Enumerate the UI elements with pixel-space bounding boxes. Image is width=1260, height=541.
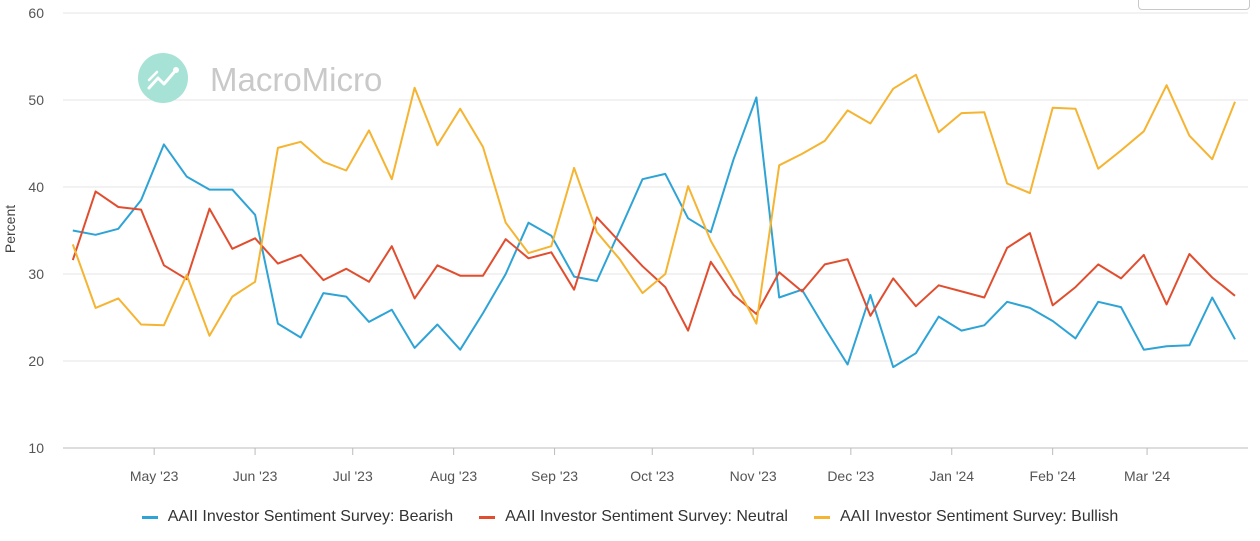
x-tick-label: Jan '24 bbox=[929, 468, 974, 484]
x-tick-label: Aug '23 bbox=[430, 468, 477, 484]
legend: AAII Investor Sentiment Survey: Bearish … bbox=[0, 508, 1260, 526]
legend-label-bullish: AAII Investor Sentiment Survey: Bullish bbox=[839, 508, 1119, 525]
watermark-text: MacroMicro bbox=[210, 61, 382, 98]
legend-item-bearish[interactable]: AAII Investor Sentiment Survey: Bearish bbox=[141, 508, 454, 526]
y-tick-label: 40 bbox=[28, 179, 44, 195]
y-axis-ticks: 10 20 30 40 50 60 bbox=[28, 5, 44, 456]
macromicro-logo-icon bbox=[138, 53, 188, 103]
y-axis-title: Percent bbox=[2, 205, 18, 253]
grid-lines bbox=[63, 12, 1248, 449]
series-line-neutral[interactable] bbox=[71, 190, 1236, 332]
x-tick-label: Jul '23 bbox=[333, 468, 373, 484]
y-tick-label: 50 bbox=[28, 92, 44, 108]
legend-item-bullish[interactable]: AAII Investor Sentiment Survey: Bullish bbox=[813, 508, 1119, 526]
watermark: MacroMicro bbox=[138, 53, 382, 103]
x-tick-label: Feb '24 bbox=[1030, 468, 1076, 484]
legend-item-neutral[interactable]: AAII Investor Sentiment Survey: Neutral bbox=[479, 508, 788, 526]
legend-label-bearish: AAII Investor Sentiment Survey: Bearish bbox=[167, 508, 454, 525]
series-line-bearish[interactable] bbox=[72, 96, 1236, 369]
line-chart: MacroMicro 10 20 30 40 50 60 May '23 Jun '23 Ju… bbox=[2, 5, 1248, 484]
series-lines bbox=[71, 73, 1236, 369]
legend-swatch-bullish bbox=[813, 515, 830, 519]
x-tick-label: Mar '24 bbox=[1124, 468, 1170, 484]
legend-swatch-neutral bbox=[479, 515, 496, 519]
x-tick-label: Sep '23 bbox=[531, 468, 578, 484]
legend-label-neutral: AAII Investor Sentiment Survey: Neutral bbox=[505, 508, 788, 525]
x-tick-label: Nov '23 bbox=[730, 468, 777, 484]
y-tick-label: 20 bbox=[28, 353, 44, 369]
chart-menu-button[interactable] bbox=[1138, 0, 1250, 10]
x-tick-label: Oct '23 bbox=[630, 468, 674, 484]
x-axis-ticks: May '23 Jun '23 Jul '23 Aug '23 Sep '23 Oct '… bbox=[130, 448, 1170, 484]
x-tick-label: Dec '23 bbox=[827, 468, 874, 484]
y-tick-label: 10 bbox=[28, 440, 44, 456]
legend-swatch-bearish bbox=[141, 515, 158, 519]
y-tick-label: 60 bbox=[28, 5, 44, 21]
x-tick-label: Jun '23 bbox=[233, 468, 278, 484]
y-tick-label: 30 bbox=[28, 266, 44, 282]
x-tick-label: May '23 bbox=[130, 468, 179, 484]
series-line-bullish[interactable] bbox=[71, 73, 1236, 337]
